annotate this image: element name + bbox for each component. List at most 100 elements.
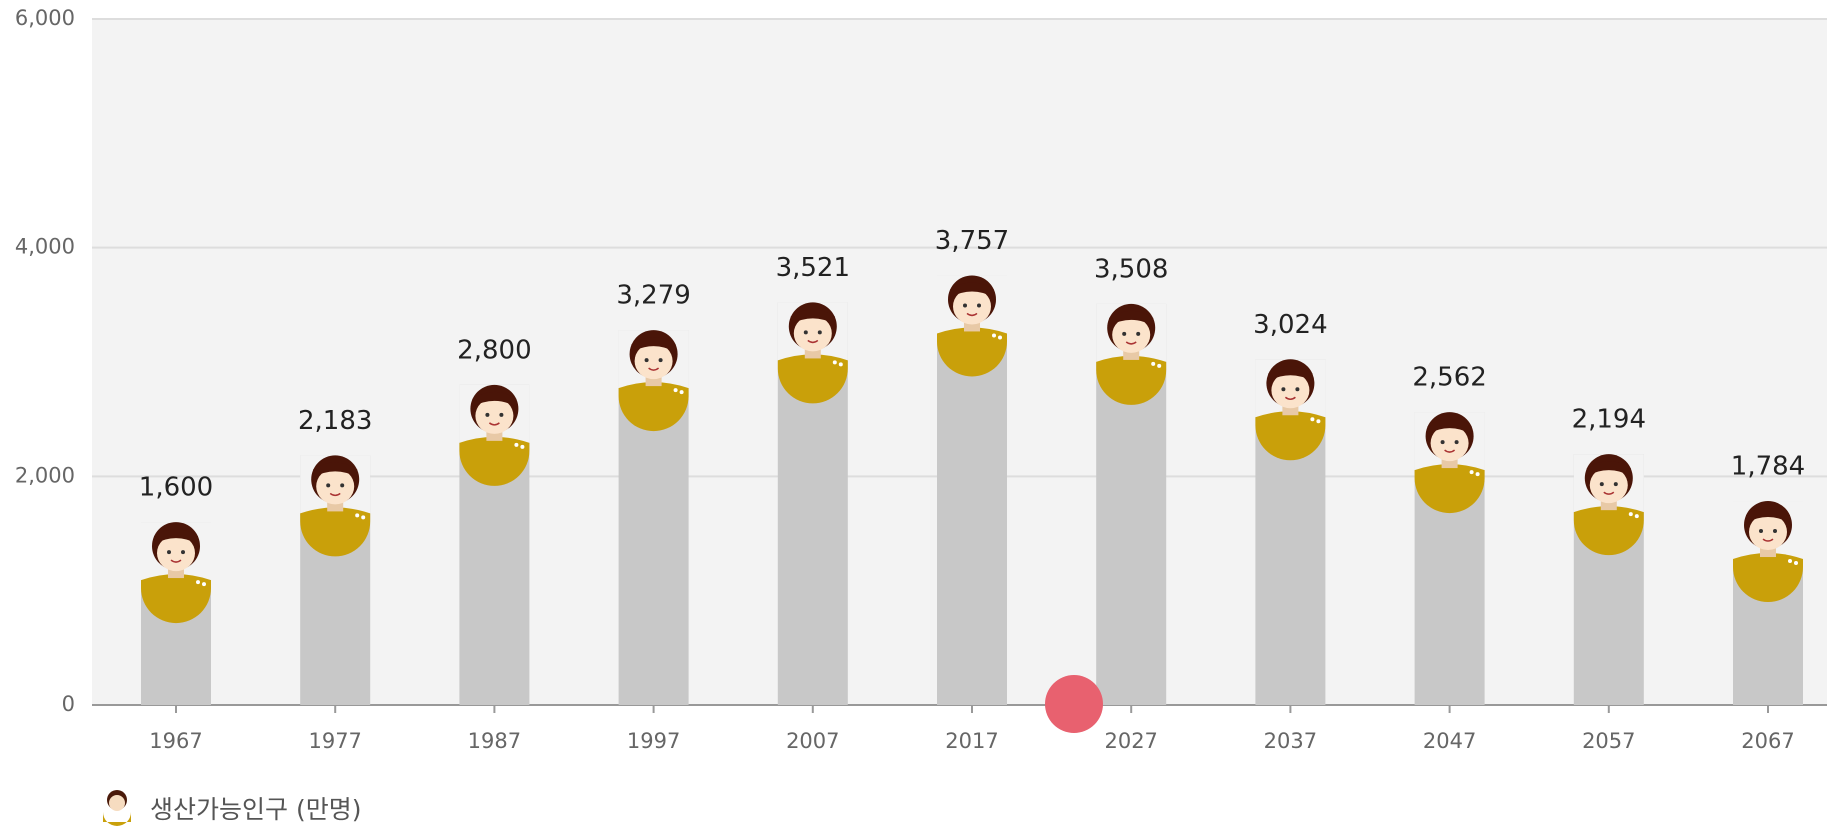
y-tick-label: 2,000 xyxy=(15,463,75,487)
body xyxy=(1733,553,1803,603)
dot xyxy=(673,388,678,393)
x-tick-label: 2057 xyxy=(1582,729,1635,753)
mouth xyxy=(1762,538,1774,542)
eye xyxy=(499,412,504,417)
eye xyxy=(340,483,345,488)
fringe xyxy=(472,391,517,407)
fringe xyxy=(1586,461,1631,477)
value-label: 3,508 xyxy=(1094,254,1168,284)
x-tick-label: 1997 xyxy=(627,729,680,753)
dot xyxy=(1794,561,1798,566)
face xyxy=(1430,425,1469,462)
fringe xyxy=(1427,419,1472,435)
eye xyxy=(1759,529,1763,534)
fringe xyxy=(154,529,198,545)
dot xyxy=(1157,363,1162,368)
body xyxy=(1255,411,1326,461)
y-tick-label: 0 xyxy=(62,692,75,716)
cursor-indicator xyxy=(1045,675,1103,733)
eye xyxy=(326,483,331,488)
mouth xyxy=(1603,491,1615,495)
person-icon xyxy=(1255,359,1326,461)
face xyxy=(1271,372,1310,409)
dot xyxy=(1634,514,1639,519)
body xyxy=(1414,464,1485,514)
eye xyxy=(167,550,171,555)
person-icon xyxy=(1733,501,1803,603)
eye xyxy=(1773,529,1777,534)
x-tick-label: 1987 xyxy=(468,729,521,753)
person-icon xyxy=(777,302,848,404)
eye xyxy=(485,412,490,417)
fringe xyxy=(631,337,676,353)
body xyxy=(618,382,689,432)
body xyxy=(1096,355,1167,405)
value-label: 3,521 xyxy=(776,253,850,283)
person-icon xyxy=(141,522,211,624)
fringe xyxy=(1109,310,1154,326)
dot xyxy=(196,580,200,585)
dot xyxy=(998,335,1002,340)
y-tick-label: 4,000 xyxy=(15,235,75,259)
face xyxy=(1749,514,1787,551)
face xyxy=(1589,467,1628,504)
mouth xyxy=(1284,396,1296,401)
dot xyxy=(520,444,525,449)
fringe xyxy=(1746,508,1790,524)
value-label: 3,279 xyxy=(616,281,690,311)
body xyxy=(937,327,1007,377)
mouth xyxy=(648,367,660,371)
value-label: 2,183 xyxy=(298,406,372,436)
dot xyxy=(514,442,519,447)
value-label: 2,194 xyxy=(1572,405,1646,435)
mouth xyxy=(807,339,819,344)
face xyxy=(634,343,673,380)
fringe xyxy=(1268,366,1313,382)
value-label: 2,800 xyxy=(457,335,531,365)
face xyxy=(1112,316,1151,353)
dot xyxy=(1151,361,1156,366)
mouth xyxy=(1444,449,1456,453)
eye xyxy=(817,330,822,335)
legend-label: 생산가능인구 (만명) xyxy=(150,795,361,824)
face xyxy=(157,535,195,572)
person-icon xyxy=(618,330,689,432)
person-icon xyxy=(937,275,1007,377)
person-icon xyxy=(1414,412,1485,514)
eye xyxy=(1454,440,1459,445)
value-label: 1,600 xyxy=(139,473,213,503)
value-label: 2,562 xyxy=(1412,363,1486,393)
x-tick-label: 1967 xyxy=(149,729,202,753)
person-icon xyxy=(300,455,371,557)
eye xyxy=(1136,331,1141,336)
x-tick-label: 2037 xyxy=(1264,729,1317,753)
body xyxy=(777,354,848,404)
x-tick-label: 1977 xyxy=(308,729,361,753)
value-label: 1,784 xyxy=(1731,452,1805,482)
dot xyxy=(361,515,366,520)
mouth xyxy=(1125,341,1137,345)
dot xyxy=(992,333,996,338)
eye xyxy=(658,358,663,363)
eye xyxy=(1281,387,1286,392)
face xyxy=(793,315,832,352)
person-icon xyxy=(1096,303,1167,405)
eye xyxy=(803,330,808,335)
face xyxy=(475,397,514,434)
value-label: 3,024 xyxy=(1253,310,1327,340)
eye xyxy=(1599,482,1604,487)
eye xyxy=(1122,331,1127,336)
x-tick-label: 2027 xyxy=(1104,729,1157,753)
y-tick-label: 6,000 xyxy=(15,6,75,30)
eye xyxy=(644,358,649,363)
dot xyxy=(1316,419,1321,424)
dot xyxy=(355,513,360,518)
mouth xyxy=(966,312,978,317)
x-tick-label: 2047 xyxy=(1423,729,1476,753)
dot xyxy=(1469,470,1474,475)
body xyxy=(1573,506,1644,556)
fringe xyxy=(950,282,994,298)
eye xyxy=(963,303,967,308)
fringe xyxy=(313,462,358,478)
